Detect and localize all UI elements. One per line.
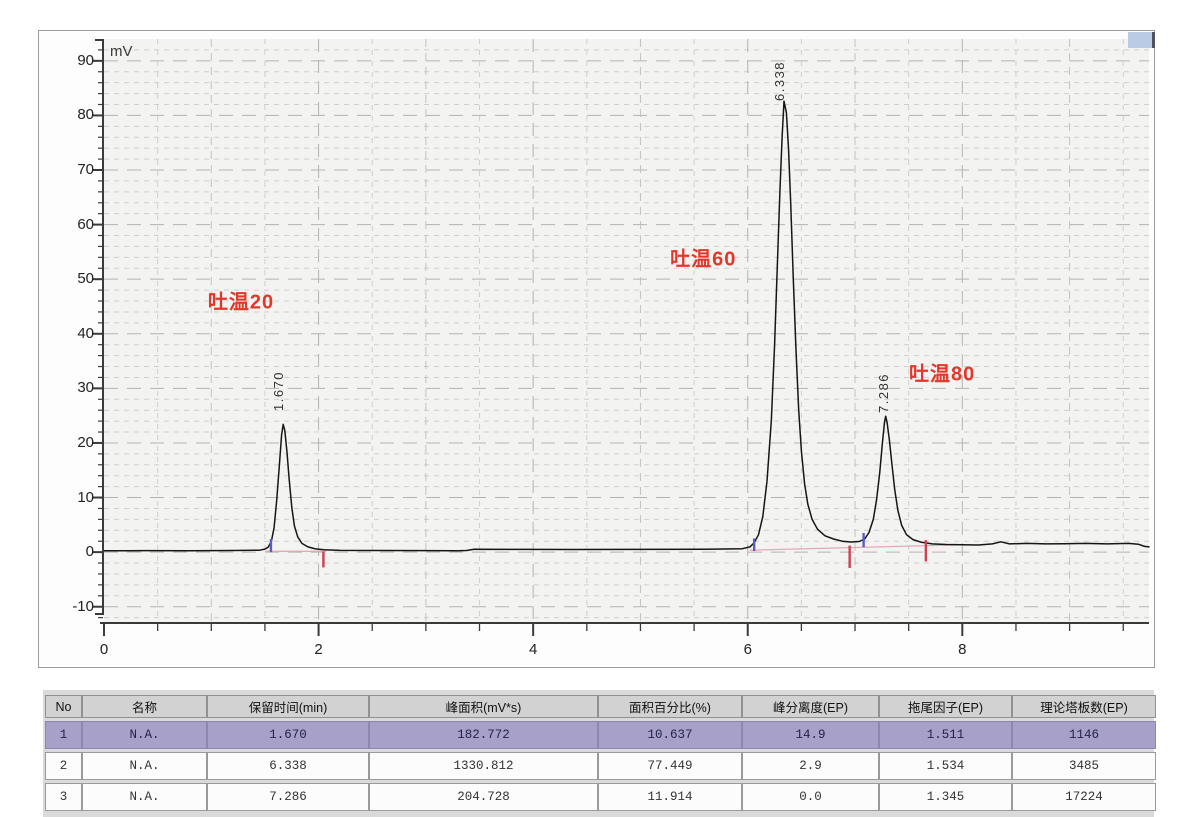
- peak-rt-label: 7.286: [876, 372, 892, 413]
- column-header[interactable]: 理论塔板数(EP): [1012, 695, 1156, 718]
- x-tick-label: 0: [99, 641, 109, 658]
- table-cell: 11.914: [598, 783, 742, 811]
- peak-rt-label: 6.338: [772, 61, 788, 102]
- x-tick-label: 2: [314, 641, 323, 658]
- table-cell: 17224: [1012, 783, 1156, 811]
- peak-table-container: No 名称 保留时间(min) 峰面积(mV*s) 面积百分比(%) 峰分离度(EP) 拖尾…: [43, 690, 1156, 817]
- table-cell: 3485: [1012, 752, 1156, 780]
- column-header[interactable]: 峰分离度(EP): [742, 695, 879, 718]
- table-cell: 1330.812: [369, 752, 598, 780]
- y-tick-label: 20: [77, 433, 94, 451]
- table-cell: 2.9: [742, 752, 879, 780]
- peak-name-label: 吐温80: [909, 363, 976, 386]
- integration-markers: [269, 533, 928, 568]
- chromatogram-panel: mV -10 0 10 20 30 40 50 60 70 80 90 0 2 4 6 8 吐温20 1.670 吐…: [38, 30, 1155, 668]
- table-cell: 0.0: [742, 783, 879, 811]
- table-cell: N.A.: [82, 752, 207, 780]
- column-header[interactable]: No: [45, 695, 82, 718]
- y-tick-label: 50: [77, 270, 94, 288]
- table-cell: 7.286: [207, 783, 369, 811]
- column-header[interactable]: 拖尾因子(EP): [879, 695, 1012, 718]
- table-cell: 77.449: [598, 752, 742, 780]
- table-cell: 2: [45, 752, 82, 780]
- table-cell: 6.338: [207, 752, 369, 780]
- table-cell: 10.637: [598, 721, 742, 749]
- peak-name-label: 吐温20: [207, 291, 275, 314]
- column-header[interactable]: 保留时间(min): [207, 695, 369, 718]
- table-cell: 1.670: [207, 721, 369, 749]
- peak-table-header-row: No 名称 保留时间(min) 峰面积(mV*s) 面积百分比(%) 峰分离度(EP) 拖尾…: [45, 695, 1156, 718]
- y-axis-unit-label: mV: [110, 43, 133, 60]
- peak-table: No 名称 保留时间(min) 峰面积(mV*s) 面积百分比(%) 峰分离度(EP) 拖尾…: [45, 692, 1156, 814]
- plot-area[interactable]: mV -10 0 10 20 30 40 50 60 70 80 90 0 2 4 6 8 吐温20 1.670 吐…: [72, 39, 1150, 658]
- grid: [104, 39, 1149, 622]
- y-tick-label: 30: [77, 379, 94, 397]
- scrollbar-thumb[interactable]: [1128, 32, 1155, 48]
- peak-name-label: 吐温60: [670, 248, 737, 271]
- table-cell: N.A.: [82, 783, 207, 811]
- peak-table-body: 1 N.A. 1.670 182.772 10.637 14.9 1.511 1146 2 N.A…: [45, 721, 1156, 811]
- column-header[interactable]: 面积百分比(%): [598, 695, 742, 718]
- peak-rt-label: 1.670: [271, 371, 287, 412]
- column-header[interactable]: 峰面积(mV*s): [369, 695, 598, 718]
- y-tick-label: 60: [77, 215, 94, 233]
- table-cell: 204.728: [369, 783, 598, 811]
- column-header[interactable]: 名称: [82, 695, 207, 718]
- table-cell: 1.534: [879, 752, 1012, 780]
- table-cell: 3: [45, 783, 82, 811]
- table-row[interactable]: 1 N.A. 1.670 182.772 10.637 14.9 1.511 1146: [45, 721, 1156, 749]
- table-cell: 1.511: [879, 721, 1012, 749]
- x-tick-label: 4: [528, 641, 538, 658]
- x-axis-ruler: [100, 622, 1149, 636]
- y-tick-label: 80: [77, 106, 94, 124]
- y-tick-label: 0: [85, 543, 94, 561]
- chromatogram-svg: [92, 39, 1150, 636]
- table-cell: 1: [45, 721, 82, 749]
- x-tick-label: 8: [958, 641, 967, 658]
- table-row[interactable]: 3 N.A. 7.286 204.728 11.914 0.0 1.345 17224: [45, 783, 1156, 811]
- y-tick-label: -10: [72, 597, 94, 615]
- plot-background: [104, 39, 1149, 622]
- y-tick-label: 10: [77, 488, 94, 506]
- table-cell: 182.772: [369, 721, 598, 749]
- table-row[interactable]: 2 N.A. 6.338 1330.812 77.449 2.9 1.534 3485: [45, 752, 1156, 780]
- y-tick-label: 70: [77, 161, 94, 178]
- table-cell: 1146: [1012, 721, 1156, 749]
- table-cell: 14.9: [742, 721, 879, 749]
- y-axis-ruler: [92, 39, 104, 619]
- table-cell: 1.345: [879, 783, 1012, 811]
- y-tick-label: 90: [77, 51, 94, 69]
- y-tick-label: 40: [77, 324, 94, 342]
- x-tick-label: 6: [743, 641, 752, 658]
- table-cell: N.A.: [82, 721, 207, 749]
